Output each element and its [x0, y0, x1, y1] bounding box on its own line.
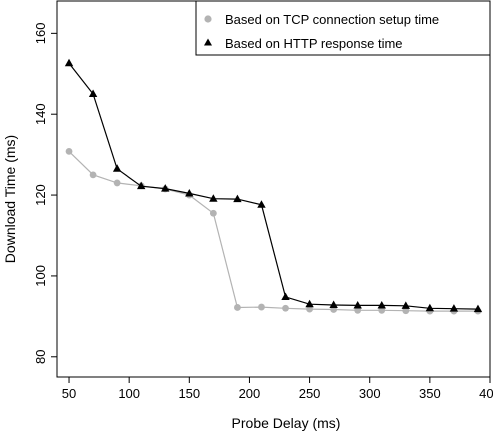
- x-tick-label: 250: [299, 386, 321, 401]
- legend-box: [195, 0, 491, 56]
- data-point-http: [401, 301, 411, 309]
- data-point-http: [377, 300, 386, 309]
- x-tick-label: 200: [239, 386, 261, 401]
- series-layer: [64, 58, 483, 315]
- data-point-http: [281, 292, 290, 300]
- data-point-http: [353, 300, 362, 309]
- plot-frame: [56, 0, 491, 378]
- data-point-http: [161, 184, 170, 192]
- x-tick-label: 350: [419, 386, 441, 401]
- data-point-http: [136, 181, 146, 190]
- data-point-tcp: [234, 304, 241, 311]
- data-point-tcp: [113, 179, 121, 187]
- data-point-http: [185, 188, 194, 197]
- legend-marker-http: [204, 38, 212, 46]
- data-point-tcp: [354, 306, 362, 314]
- data-point-tcp: [378, 306, 386, 314]
- data-point-http: [209, 194, 218, 202]
- series-tcp: [65, 148, 482, 315]
- data-point-http: [64, 58, 74, 67]
- y-axis: 80 100 120 140 160: [33, 22, 57, 364]
- x-axis: 50 100 150 200 250 300 350 400: [62, 377, 493, 401]
- data-point-tcp: [89, 171, 97, 179]
- x-tick-label: 100: [118, 386, 140, 401]
- x-tick-label: 300: [359, 386, 381, 401]
- legend-label-http: Based on HTTP response time: [225, 36, 403, 51]
- series-line-http: [68, 62, 479, 310]
- data-point-http: [305, 299, 314, 308]
- data-point-http: [257, 200, 266, 208]
- data-point-http: [473, 304, 483, 313]
- y-tick-label: 160: [33, 22, 48, 44]
- y-axis-title: Download Time (ms): [2, 135, 18, 263]
- data-point-http: [329, 300, 338, 309]
- y-tick-label: 100: [33, 265, 48, 287]
- data-point-tcp: [282, 304, 289, 312]
- series-line-tcp: [68, 150, 478, 312]
- legend: Based on TCP connection setup time Based…: [195, 0, 491, 56]
- data-point-http: [88, 89, 98, 97]
- x-tick-label: 50: [62, 386, 76, 401]
- legend-label-tcp: Based on TCP connection setup time: [225, 12, 439, 27]
- data-point-http: [233, 194, 242, 203]
- data-point-http: [425, 303, 435, 312]
- y-tick-label: 120: [33, 184, 48, 206]
- series-http: [64, 58, 483, 313]
- y-tick-label: 140: [33, 103, 48, 125]
- x-tick-label: 150: [178, 386, 200, 401]
- data-point-tcp: [209, 209, 217, 217]
- y-tick-label: 80: [33, 350, 48, 364]
- x-tick-label: 400: [479, 386, 493, 401]
- data-point-tcp: [306, 305, 313, 313]
- data-point-http: [449, 304, 459, 312]
- legend-marker-tcp: [204, 15, 212, 23]
- data-point-http: [112, 164, 122, 172]
- data-point-tcp: [65, 148, 73, 155]
- data-point-tcp: [258, 303, 265, 311]
- data-point-tcp: [402, 307, 410, 315]
- x-axis-title: Probe Delay (ms): [232, 415, 341, 431]
